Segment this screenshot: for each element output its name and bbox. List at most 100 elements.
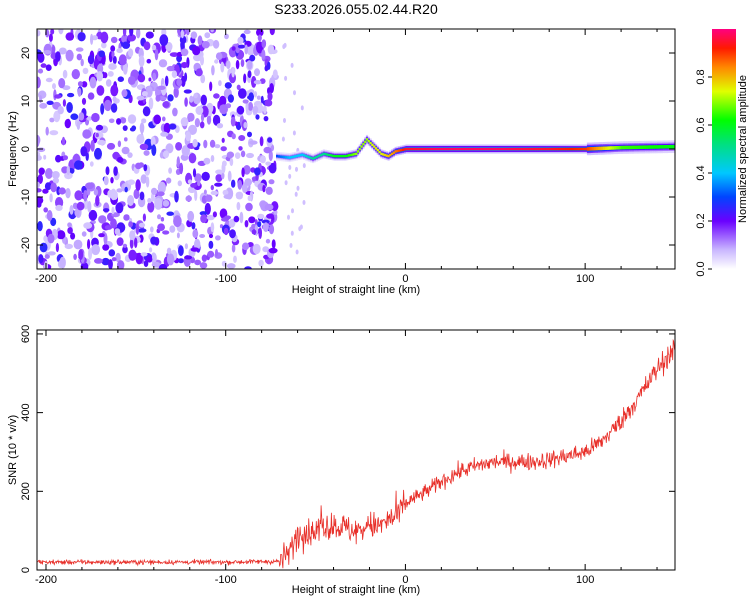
noise-blob xyxy=(200,94,207,106)
tone-track-cell xyxy=(324,152,327,156)
noise-blob xyxy=(100,31,109,44)
tone-track-cell xyxy=(378,150,381,154)
tone-track-cell xyxy=(391,152,394,156)
noise-blob xyxy=(88,247,93,260)
noise-blob xyxy=(242,183,248,194)
tone-track-cell xyxy=(516,147,519,151)
noise-blob xyxy=(107,71,114,77)
noise-blob xyxy=(247,60,253,70)
noise-blob xyxy=(81,81,88,88)
noise-blob xyxy=(252,243,261,255)
noise-blob xyxy=(143,150,150,156)
colorbar-tick-label: 0.8 xyxy=(695,69,707,84)
noise-blob xyxy=(201,41,210,49)
noise-blob xyxy=(172,107,178,117)
noise-blob xyxy=(235,59,240,70)
noise-blob xyxy=(215,235,221,241)
noise-blob xyxy=(190,183,198,188)
noise-blob xyxy=(111,257,117,262)
noise-blob xyxy=(149,247,153,253)
tone-track-cell xyxy=(401,148,404,152)
tone-track-cell xyxy=(351,153,354,156)
noise-blob xyxy=(129,230,136,241)
noise-blob xyxy=(208,240,214,249)
noise-blob xyxy=(38,254,44,264)
noise-blob xyxy=(124,186,128,193)
noise-blob xyxy=(117,76,125,82)
noise-blob xyxy=(219,95,227,107)
tone-track-cell xyxy=(475,147,478,151)
noise-blob xyxy=(62,99,66,107)
noise-blob xyxy=(103,208,110,213)
noise-blob xyxy=(187,210,195,222)
noise-blob xyxy=(205,194,213,202)
noise-blob xyxy=(37,135,40,147)
tone-track-cell xyxy=(619,145,622,150)
noise-blob xyxy=(45,64,52,71)
noise-blob xyxy=(82,129,92,139)
noise-blob xyxy=(56,230,66,240)
tone-track-cell xyxy=(604,146,608,150)
tone-track-cell xyxy=(446,147,449,151)
colorbar-tick-label: 0.2 xyxy=(695,213,707,228)
tone-track-cell xyxy=(594,146,597,151)
noise-blob xyxy=(229,111,237,118)
noise-blob xyxy=(142,106,151,117)
noise-blob xyxy=(150,236,158,245)
tone-track-cell xyxy=(585,147,588,151)
noise-blob xyxy=(215,174,223,182)
noise-blob xyxy=(220,146,227,152)
noise-blob xyxy=(239,211,244,224)
tone-track-cell xyxy=(518,147,521,151)
noise-blob xyxy=(244,178,252,186)
noise-blob xyxy=(135,162,142,170)
noise-blob xyxy=(87,239,91,250)
tone-track-cell xyxy=(400,148,403,152)
tone-track-cell xyxy=(601,146,604,151)
noise-blob xyxy=(94,147,102,160)
noise-blob xyxy=(261,49,266,60)
noise-blob xyxy=(244,220,249,228)
noise-blob xyxy=(173,86,179,98)
tone-track-cell xyxy=(549,147,552,151)
noise-blob xyxy=(116,48,123,54)
noise-blob xyxy=(162,230,170,235)
noise-blob xyxy=(185,29,190,36)
noise-blob xyxy=(77,32,86,42)
noise-blob xyxy=(233,215,240,223)
noise-blob xyxy=(210,155,215,162)
noise-blob xyxy=(191,222,196,230)
tone-track-cell xyxy=(563,147,566,151)
noise-blob xyxy=(106,142,116,150)
noise-blob xyxy=(203,189,207,195)
noise-blob xyxy=(159,34,169,46)
tone-track-cell xyxy=(353,152,356,156)
tone-track-cell xyxy=(471,147,475,151)
tone-track-cell xyxy=(603,146,606,150)
tone-track-cell xyxy=(497,147,500,151)
tone-track-cell xyxy=(344,154,347,158)
tone-track-cell xyxy=(542,147,545,151)
tone-track-cell xyxy=(666,145,669,149)
noise-blob xyxy=(39,102,48,109)
noise-blob xyxy=(37,188,42,193)
noise-blob xyxy=(101,257,110,266)
tone-track-cell xyxy=(455,147,458,151)
y-tick-label: 600 xyxy=(20,325,32,343)
noise-blob xyxy=(195,106,204,115)
noise-blob xyxy=(136,29,141,39)
noise-blob xyxy=(222,189,229,196)
noise-blob xyxy=(50,217,57,227)
noise-blob xyxy=(284,75,288,81)
noise-blob xyxy=(200,55,204,66)
noise-blob xyxy=(137,73,146,83)
noise-blob xyxy=(267,137,273,143)
tone-track-cell xyxy=(479,147,482,151)
noise-blob xyxy=(268,179,275,185)
tone-track-cell xyxy=(450,147,453,151)
noise-blob xyxy=(115,202,124,214)
noise-blob xyxy=(72,202,78,210)
noise-blob xyxy=(65,188,71,199)
tone-track-cell xyxy=(407,147,410,151)
noise-blob xyxy=(231,67,235,78)
